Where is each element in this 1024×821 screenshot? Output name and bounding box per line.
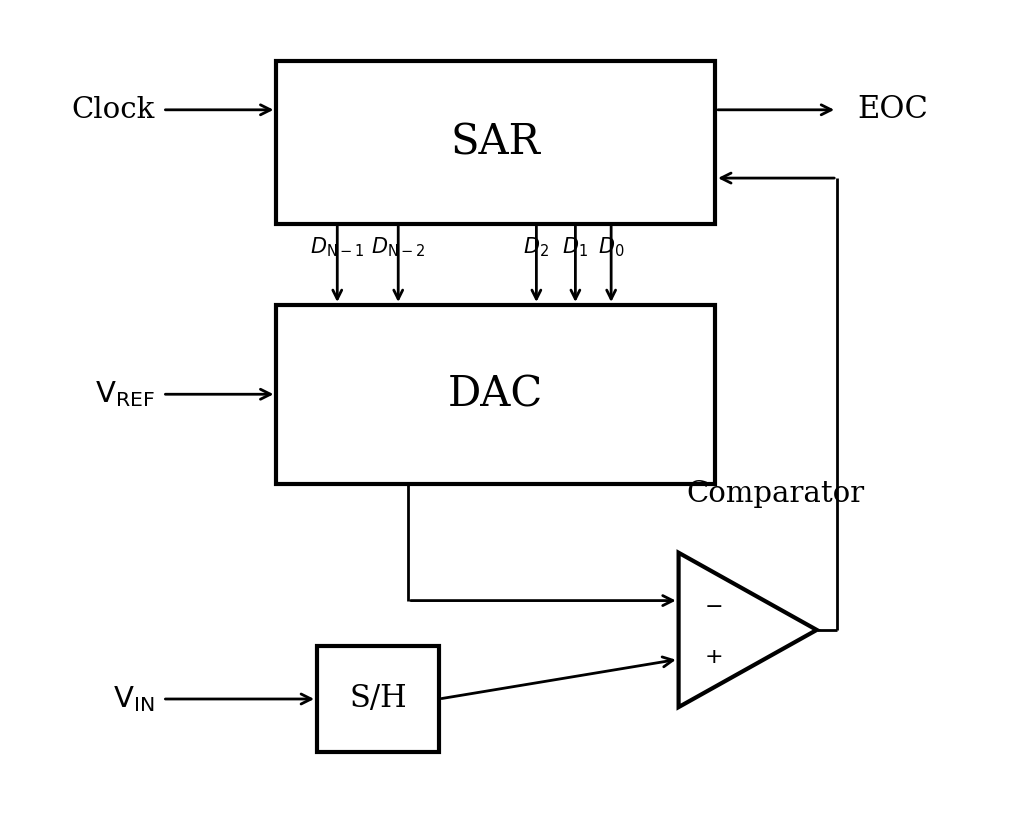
Text: Clock: Clock: [71, 96, 155, 124]
Text: $\mathit{D}_{\mathrm{1}}$: $\mathit{D}_{\mathrm{1}}$: [562, 236, 589, 259]
Text: $+$: $+$: [705, 647, 722, 667]
Text: $\mathrm{V}_{\mathrm{IN}}$: $\mathrm{V}_{\mathrm{IN}}$: [113, 684, 155, 714]
Polygon shape: [679, 553, 817, 707]
Text: S/H: S/H: [349, 684, 407, 714]
Bar: [276, 305, 715, 484]
Bar: [317, 646, 439, 752]
Text: $\mathrm{V}_{\mathrm{REF}}$: $\mathrm{V}_{\mathrm{REF}}$: [94, 379, 155, 409]
Text: $\mathit{D}_{\mathrm{0}}$: $\mathit{D}_{\mathrm{0}}$: [598, 236, 625, 259]
Text: Comparator: Comparator: [687, 480, 865, 508]
Text: $\mathit{D}_{\mathrm{N-2}}$: $\mathit{D}_{\mathrm{N-2}}$: [371, 236, 426, 259]
Bar: [276, 61, 715, 223]
Text: EOC: EOC: [857, 94, 929, 126]
Text: $\mathit{D}_{\mathrm{2}}$: $\mathit{D}_{\mathrm{2}}$: [523, 236, 549, 259]
Text: $\mathit{D}_{\mathrm{N-1}}$: $\mathit{D}_{\mathrm{N-1}}$: [310, 236, 365, 259]
Text: $-$: $-$: [703, 595, 722, 615]
Text: DAC: DAC: [449, 374, 544, 415]
Text: SAR: SAR: [451, 122, 541, 163]
